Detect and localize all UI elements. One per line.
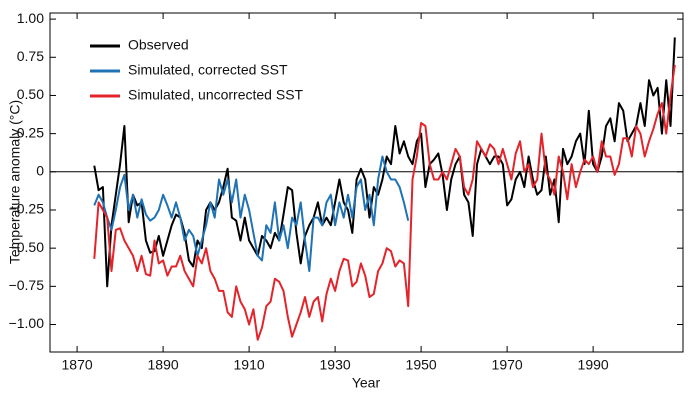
y-tick-label: 0.25 bbox=[17, 124, 44, 140]
x-tick-label: 1930 bbox=[320, 357, 351, 373]
y-tick-label: 0.75 bbox=[17, 48, 44, 64]
plot-frame bbox=[49, 12, 684, 353]
series-line bbox=[93, 155, 410, 273]
series-line bbox=[93, 64, 676, 341]
y-axis-label: Temperature anomaly (°C) bbox=[7, 100, 23, 264]
x-tick-label: 1990 bbox=[578, 357, 609, 373]
x-tick-label: 1890 bbox=[148, 357, 179, 373]
legend-label: Simulated, uncorrected SST bbox=[128, 87, 304, 103]
y-tick-label: −0.50 bbox=[9, 239, 45, 255]
y-tick-label: 0 bbox=[36, 163, 44, 179]
series-line bbox=[93, 37, 676, 288]
x-axis-label: Year bbox=[352, 375, 381, 391]
x-tick-label: 1870 bbox=[62, 357, 93, 373]
y-tick-label: −0.75 bbox=[9, 277, 45, 293]
legend-label: Observed bbox=[128, 37, 189, 53]
y-tick-label: −1.00 bbox=[9, 315, 45, 331]
x-tick-label: 1950 bbox=[406, 357, 437, 373]
y-tick-label: 0.50 bbox=[17, 86, 44, 102]
x-tick-label: 1970 bbox=[492, 357, 523, 373]
x-tick-label: 1910 bbox=[234, 357, 265, 373]
y-tick-label: −0.25 bbox=[9, 201, 45, 217]
legend-label: Simulated, corrected SST bbox=[128, 62, 288, 78]
y-tick-label: 1.00 bbox=[17, 10, 44, 26]
